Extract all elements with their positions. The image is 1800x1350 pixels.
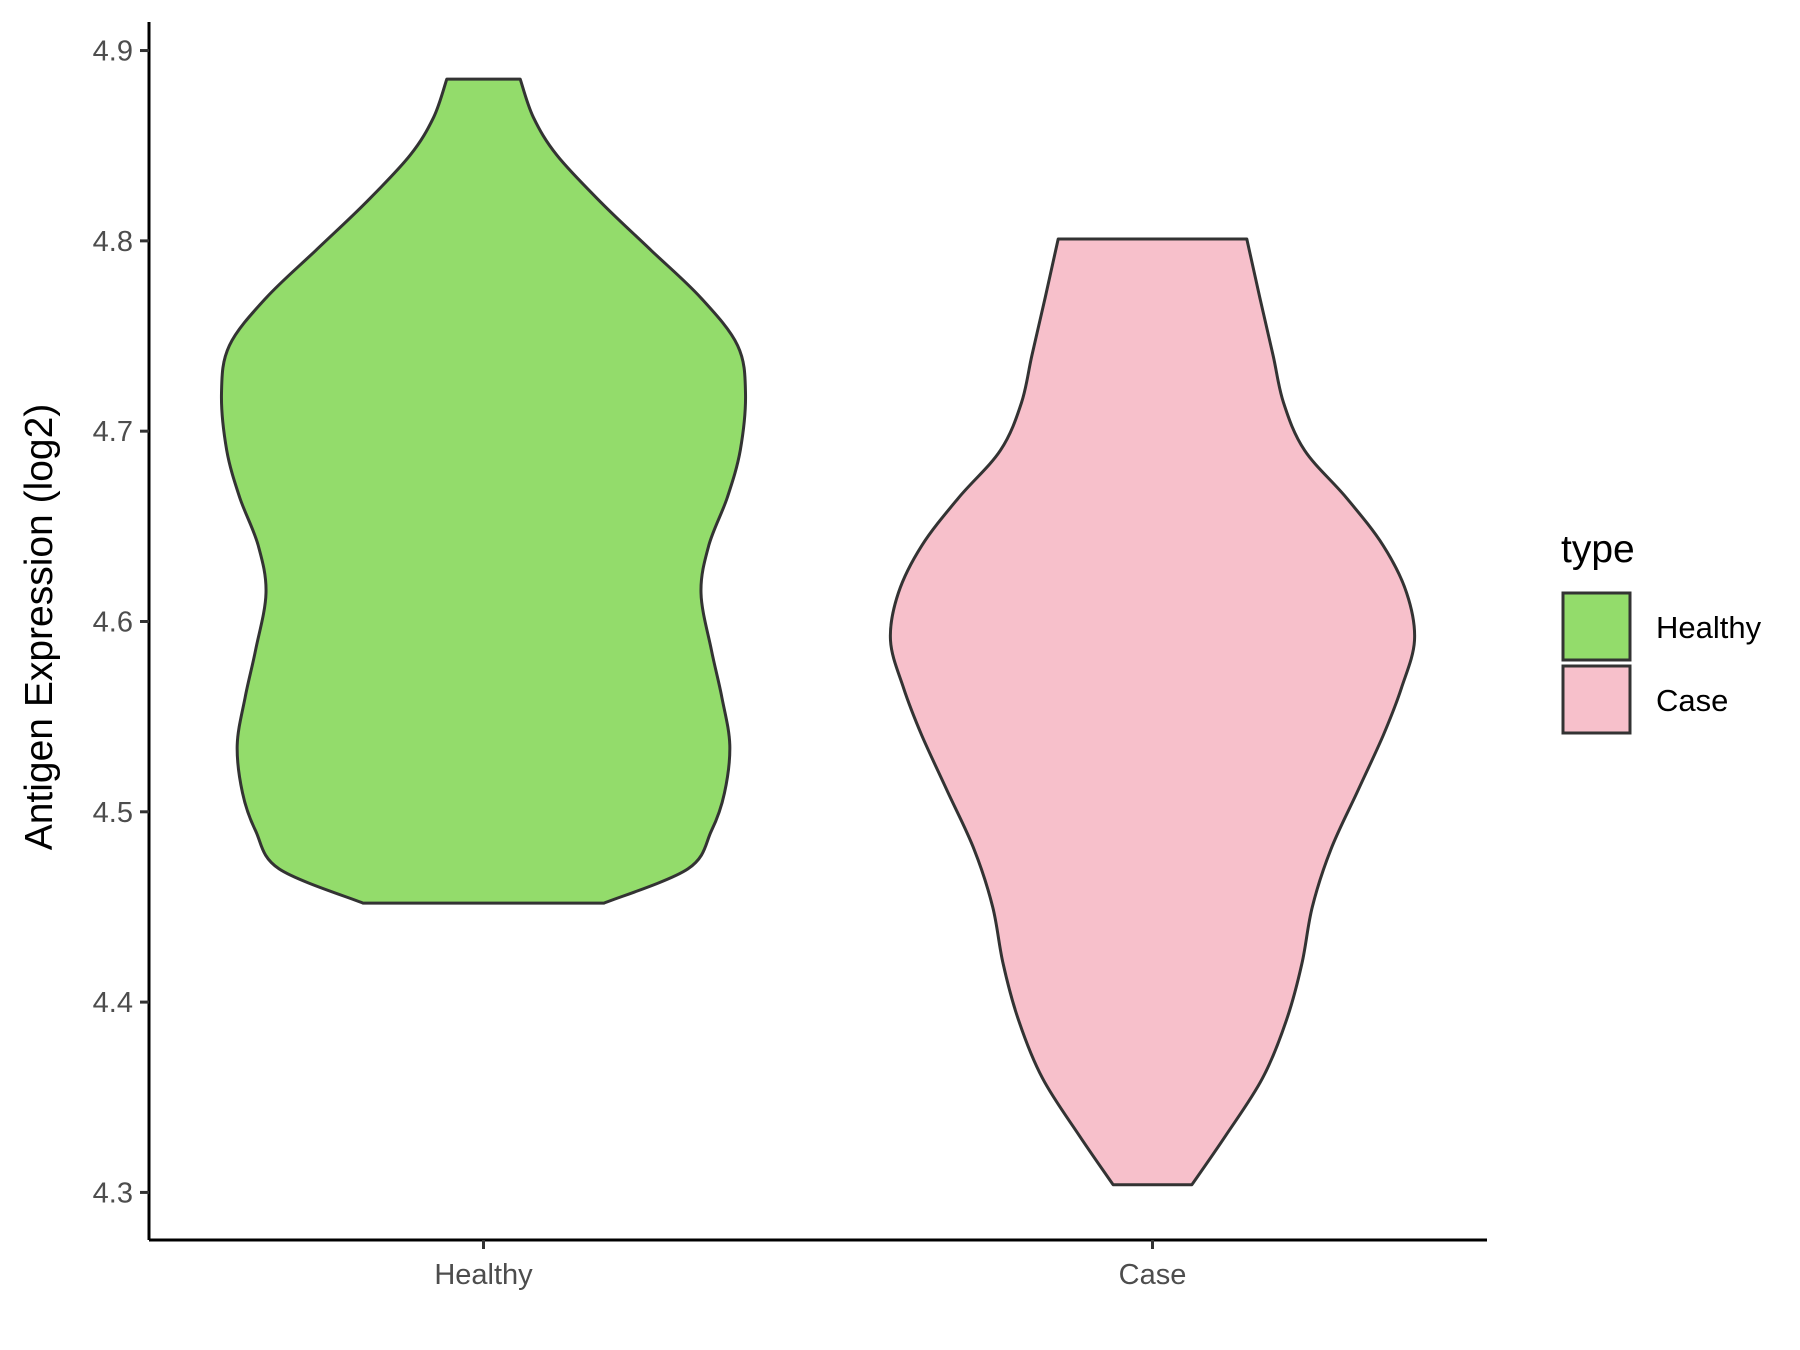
legend-swatch-case [1561, 664, 1632, 735]
y-tick-label: 4.5 [93, 797, 133, 829]
legend-label-case: Case [1656, 683, 1728, 718]
violins-layer [219, 77, 1417, 1187]
y-tick-label: 4.7 [93, 416, 133, 448]
y-tick-label: 4.4 [93, 987, 133, 1019]
y-tick-label: 4.6 [93, 606, 133, 638]
legend: type Healthy Case [1561, 528, 1762, 735]
violin-case [888, 237, 1417, 1187]
legend-swatch-healthy [1561, 591, 1632, 662]
x-tick-label: Healthy [434, 1259, 533, 1291]
x-tick-label: Case [1119, 1259, 1187, 1291]
legend-label-healthy: Healthy [1656, 610, 1762, 645]
y-axis: 4.3 4.4 4.5 4.6 4.7 4.8 4.9 [93, 22, 151, 1240]
violin-healthy [219, 77, 748, 905]
y-axis-title: Antigen Expression (log2) [18, 404, 61, 851]
y-tick-label: 4.8 [93, 226, 133, 258]
y-tick-label: 4.3 [93, 1177, 133, 1209]
y-tick-label: 4.9 [93, 36, 133, 68]
x-axis: Healthy Case [149, 1238, 1487, 1291]
legend-title: type [1561, 528, 1635, 571]
